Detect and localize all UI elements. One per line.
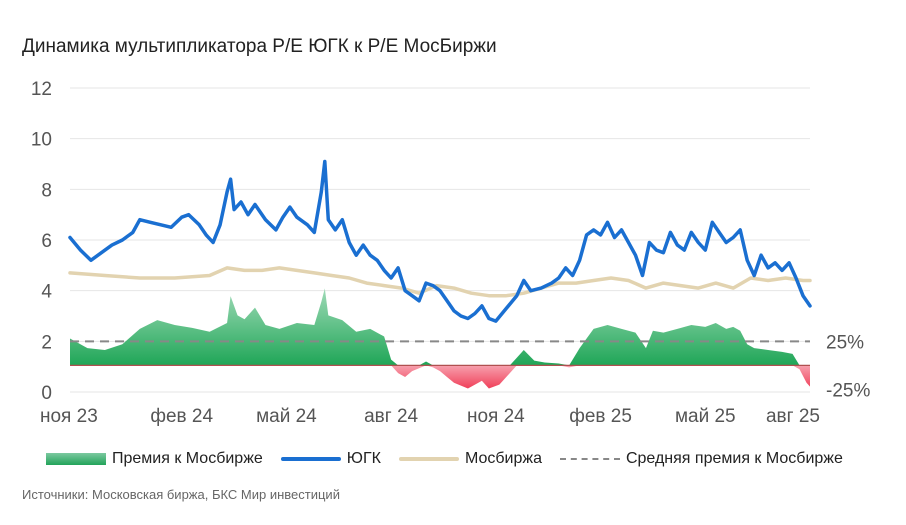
x-tick-label: ноя 23 xyxy=(40,406,98,427)
y2-tick-label: -25% xyxy=(826,380,870,401)
chart: 0 2 4 6 8 10 12 -25% 25% ноя 23 фев 24 май 24 авг … xyxy=(31,79,871,427)
legend-swatch-ugk xyxy=(280,457,341,461)
x-tick-label: авг 25 xyxy=(766,406,820,427)
x-axis: ноя 23 фев 24 май 24 авг 24 ноя 24 фев 25 май … xyxy=(40,406,820,427)
legend: Премия к Мосбирже ЮГК Мосбиржа Средняя п… xyxy=(46,450,861,468)
x-tick-label: фев 24 xyxy=(150,406,213,427)
y-tick-label: 10 xyxy=(31,130,52,151)
series-lines xyxy=(68,159,812,323)
series-line-moex xyxy=(68,266,812,298)
y-tick-label: 8 xyxy=(41,180,52,201)
premium-area-negative xyxy=(70,365,810,389)
legend-label-moex: Мосбиржа xyxy=(464,450,542,467)
legend-label-ugk: ЮГК xyxy=(346,450,381,467)
y-tick-label: 2 xyxy=(41,332,52,353)
y-axis: 0 2 4 6 8 10 12 xyxy=(31,79,53,404)
chart-title: Динамика мультипликатора P/E ЮГК к P/E М… xyxy=(22,36,497,57)
x-tick-label: ноя 24 xyxy=(467,406,525,427)
x-tick-label: май 25 xyxy=(675,406,736,427)
source-note: Источники: Московская биржа, БКС Мир инв… xyxy=(22,487,340,502)
legend-swatch-avg xyxy=(559,458,620,460)
y-tick-label: 4 xyxy=(41,282,52,303)
y-tick-label: 0 xyxy=(41,383,52,404)
x-tick-label: май 24 xyxy=(256,406,317,427)
y2-tick-label: 25% xyxy=(826,332,864,353)
y-tick-label: 12 xyxy=(31,79,52,100)
y2-axis: -25% 25% xyxy=(826,332,870,401)
premium-area-positive xyxy=(70,288,810,366)
legend-label-premium: Премия к Мосбирже xyxy=(112,450,263,467)
x-tick-label: авг 24 xyxy=(364,406,418,427)
legend-item-ugk: ЮГК xyxy=(280,450,381,468)
legend-swatch-premium xyxy=(46,453,106,465)
legend-swatch-moex xyxy=(398,457,459,461)
series-line-ugk xyxy=(68,159,812,323)
y-tick-label: 6 xyxy=(41,231,52,252)
legend-item-moex: Мосбиржа xyxy=(398,450,542,468)
legend-label-avg: Средняя премия к Мосбирже xyxy=(625,450,843,467)
premium-area xyxy=(70,288,810,389)
legend-item-avg: Средняя премия к Мосбирже xyxy=(559,450,843,468)
legend-item-premium: Премия к Мосбирже xyxy=(46,450,263,468)
x-tick-label: фев 25 xyxy=(569,406,632,427)
